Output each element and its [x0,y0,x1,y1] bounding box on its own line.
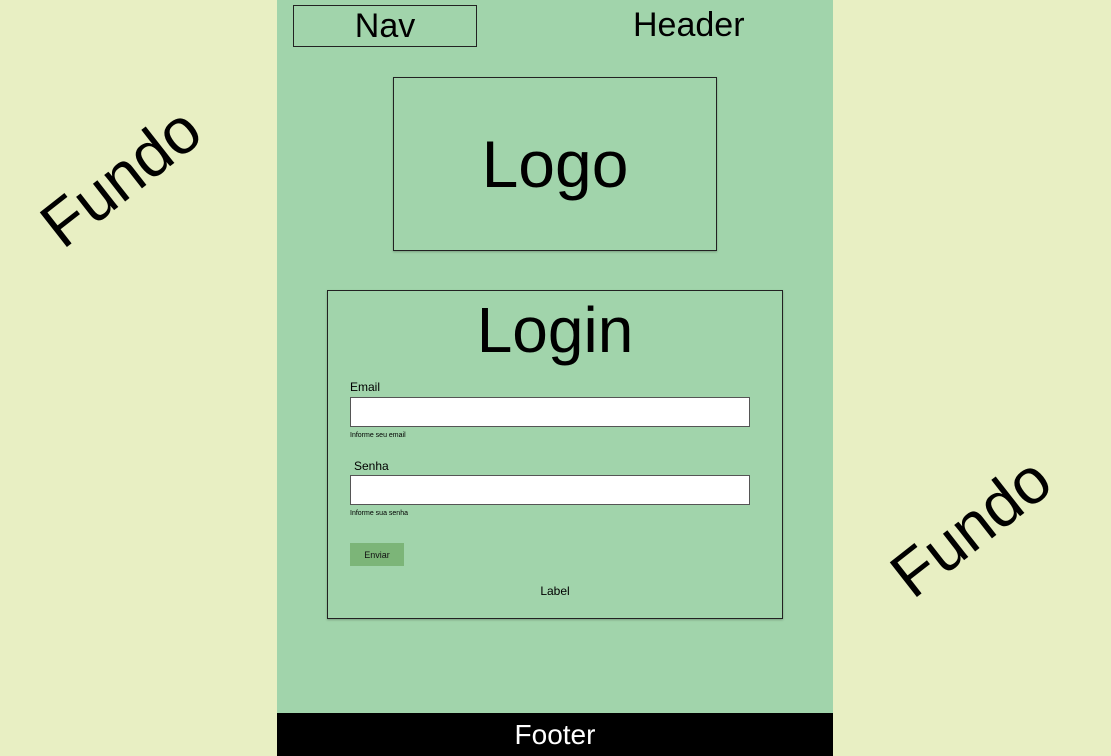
email-helper-text: Informe seu email [350,432,406,439]
login-title: Login [476,294,634,366]
email-label: Email [350,380,381,394]
header-title: Header [633,6,745,44]
password-helper-text: Informe sua senha [350,510,408,517]
background-label-right: Fundo [877,442,1065,612]
password-label: Senha [354,459,389,473]
background-label-left: Fundo [27,92,215,262]
submit-button[interactable]: Enviar [350,543,404,566]
footer: Footer [277,713,833,756]
login-form: Login Email Informe seu email Senha Info… [327,290,783,619]
password-field[interactable] [350,475,750,505]
email-field[interactable] [350,397,750,427]
page-container: Nav Header Logo Login Email Informe seu … [277,0,833,756]
nav-box[interactable]: Nav [293,5,477,47]
logo-placeholder: Logo [393,77,717,251]
form-bottom-label: Label [540,584,570,598]
